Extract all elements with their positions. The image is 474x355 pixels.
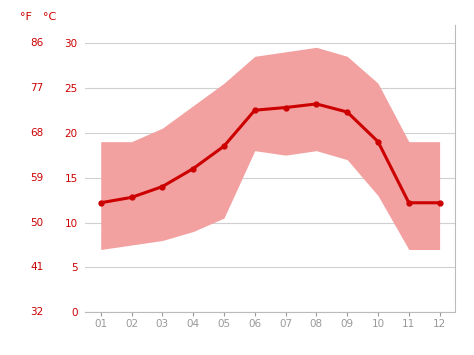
Text: 86: 86 (30, 38, 44, 48)
Text: 59: 59 (30, 173, 44, 182)
Text: 68: 68 (30, 128, 44, 138)
Text: 41: 41 (30, 262, 44, 273)
Text: 32: 32 (30, 307, 44, 317)
Text: °C: °C (43, 12, 56, 22)
Text: 77: 77 (30, 83, 44, 93)
Text: 50: 50 (30, 218, 44, 228)
Text: °F: °F (20, 12, 32, 22)
